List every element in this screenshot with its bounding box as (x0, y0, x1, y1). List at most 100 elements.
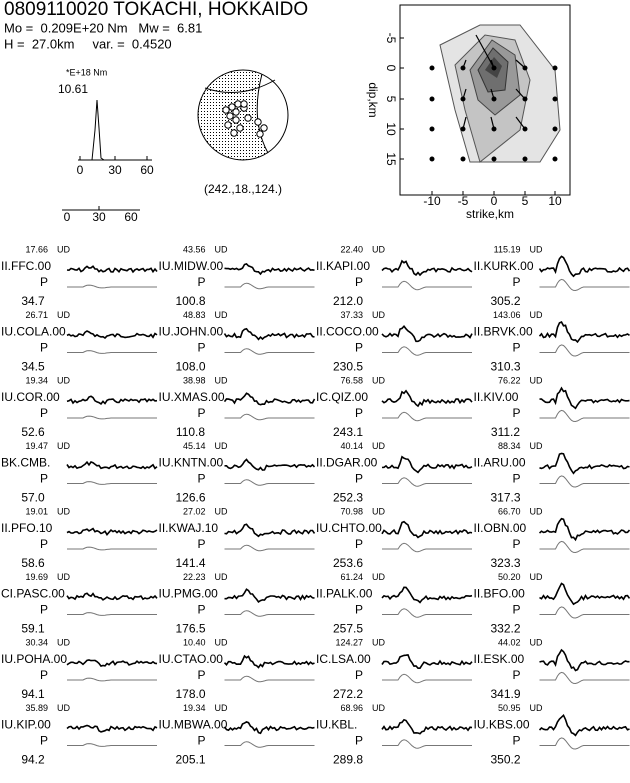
station-name: II.DGAR.00 (316, 456, 378, 470)
beachball (197, 69, 289, 161)
azimuth: 110.8 (176, 425, 205, 439)
observed-waveform (381, 324, 473, 343)
station-name: II.COCO.00 (316, 325, 379, 339)
azimuth: 272.2 (333, 687, 363, 701)
amplitude: 45.14 (183, 441, 206, 451)
stf-curve (78, 99, 105, 161)
synthetic-waveform (224, 282, 315, 290)
amplitude: 30.34 (25, 637, 48, 647)
observed-waveform (223, 721, 315, 735)
azimuth: 350.2 (490, 753, 520, 767)
amplitude: 19.34 (25, 375, 48, 385)
azimuth: 126.6 (175, 491, 205, 505)
station-name: II.KWAJ.10 (159, 521, 219, 535)
slip-vector (490, 88, 495, 100)
station-marker (260, 124, 268, 132)
observed-waveform (381, 718, 473, 735)
azimuth: 253.6 (333, 556, 363, 570)
phase: P (513, 275, 521, 289)
phase: P (355, 603, 363, 617)
station-name: IU.COLA.00 (1, 325, 66, 339)
phase: P (513, 341, 521, 355)
amplitude: 43.56 (183, 244, 206, 254)
y-tick-label: 10 (384, 122, 398, 136)
azimuth: 57.0 (21, 491, 45, 505)
azimuth: 243.1 (333, 425, 363, 439)
title: 0809110020 TOKACHI, HOKKAIDO (4, 0, 308, 20)
azimuth: 257.5 (333, 622, 363, 636)
component: UD (530, 441, 543, 451)
synthetic-waveform (67, 612, 157, 616)
synthetic-waveform (539, 409, 630, 423)
station-name: II.KIV.00 (474, 390, 519, 404)
slip-point (552, 156, 558, 162)
azimuth: 305.2 (490, 294, 520, 308)
amplitude: 19.69 (25, 572, 48, 582)
synthetic-waveform (382, 346, 472, 356)
synthetic-waveform (67, 350, 157, 354)
amplitude: 76.22 (498, 375, 521, 385)
station-name: IC.LSA.00 (316, 652, 371, 666)
amplitude: 48.83 (183, 310, 206, 320)
observed-waveform (538, 713, 630, 737)
observed-waveform (381, 520, 473, 539)
amplitude: 40.14 (340, 441, 363, 451)
phase: P (513, 734, 521, 748)
station-name: IU.MIDW.00 (159, 259, 224, 273)
slip-vector (515, 88, 526, 100)
synthetic-waveform (382, 608, 472, 618)
stf-tick-label: 30 (108, 163, 122, 177)
observed-waveform (66, 527, 158, 536)
component: UD (372, 506, 385, 516)
azimuth: 52.6 (21, 425, 45, 439)
station-marker (256, 130, 264, 138)
nodal-plane (204, 79, 276, 93)
component: UD (57, 244, 70, 254)
synthetic-waveform (382, 739, 472, 749)
station-marker (222, 106, 230, 114)
phase: P (40, 472, 48, 486)
amplitude: 10.40 (183, 637, 206, 647)
slip-point (429, 126, 435, 132)
azimuth: 94.1 (21, 687, 45, 701)
synthetic-waveform (67, 284, 157, 289)
x-tick-label: 0 (491, 194, 498, 208)
station-name: IU.JOHN.00 (159, 325, 224, 339)
amplitude: 27.02 (183, 506, 206, 516)
synthetic-waveform (382, 673, 472, 684)
phase: P (198, 603, 206, 617)
azimuth: 59.1 (21, 622, 45, 636)
moment-line: Mo = 0.209E+20 Nm Mw = 6.81 (4, 20, 202, 35)
slip-point (460, 156, 466, 162)
amplitude: 38.98 (183, 375, 206, 385)
stf-tick-label: 60 (124, 210, 138, 224)
synthetic-waveform (224, 413, 315, 421)
amplitude: 115.19 (494, 244, 521, 254)
station-name: IU.MBWA.00 (159, 718, 228, 732)
synthetic-waveform (224, 479, 315, 486)
observed-waveform (223, 392, 316, 406)
station-marker (244, 114, 252, 122)
azimuth: 252.3 (333, 491, 363, 505)
station-name: IU.KIP.00 (1, 718, 51, 732)
depth-line: H = 27.0km var. = 0.4520 (4, 36, 172, 51)
slip-point (552, 96, 558, 102)
phase: P (355, 472, 363, 486)
synthetic-waveform (382, 542, 472, 553)
slip-vector (515, 116, 526, 130)
phase: P (40, 275, 48, 289)
component: UD (215, 310, 228, 320)
amplitude: 44.02 (498, 637, 521, 647)
x-tick-label: 10 (548, 194, 562, 208)
synthetic-waveform (67, 677, 157, 682)
synthetic-waveform (539, 344, 630, 357)
phase: P (198, 734, 206, 748)
observed-waveform (66, 724, 158, 733)
component: UD (372, 310, 385, 320)
component: UD (530, 572, 543, 582)
amplitude: 22.23 (183, 572, 206, 582)
phase: P (198, 668, 206, 682)
amplitude: 35.89 (25, 703, 48, 713)
station-marker (234, 100, 242, 108)
component: UD (215, 375, 228, 385)
